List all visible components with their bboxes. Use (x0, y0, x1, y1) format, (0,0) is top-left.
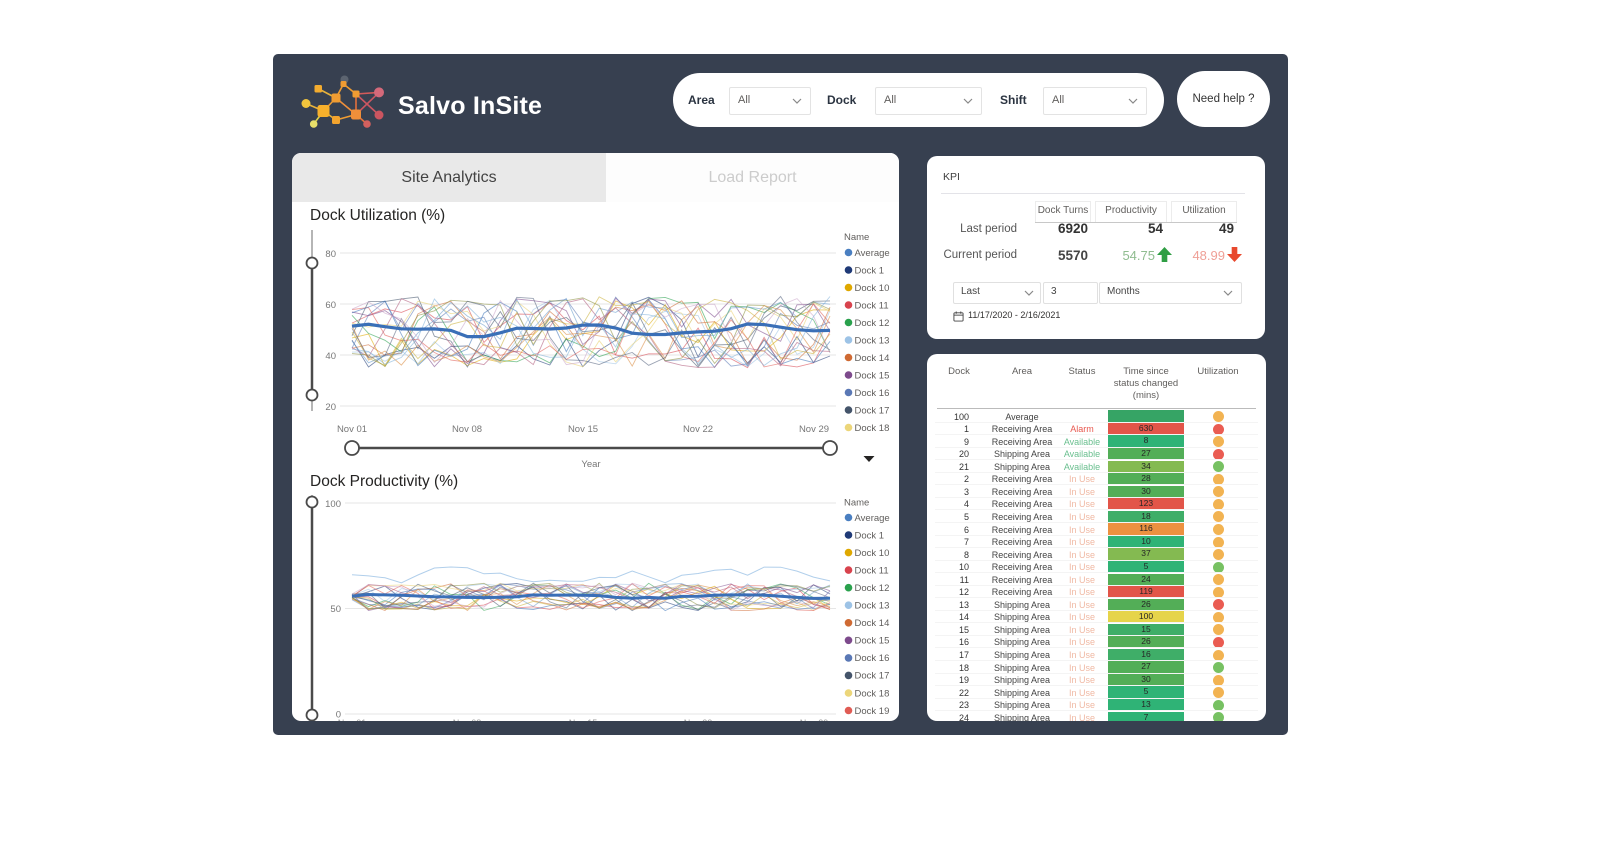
svg-text:Average: Average (855, 513, 890, 524)
svg-text:Nov 01: Nov 01 (337, 424, 367, 435)
svg-text:50: 50 (330, 604, 341, 615)
svg-text:Name: Name (844, 232, 869, 243)
svg-text:Dock 15: Dock 15 (855, 636, 890, 647)
svg-text:Dock 1: Dock 1 (855, 530, 885, 541)
svg-text:Nov 08: Nov 08 (452, 424, 482, 435)
svg-text:Name: Name (844, 498, 869, 509)
svg-text:Dock 12: Dock 12 (855, 318, 890, 329)
svg-text:Dock 18: Dock 18 (855, 688, 890, 699)
svg-text:Dock 18: Dock 18 (855, 423, 890, 434)
svg-text:Dock 17: Dock 17 (855, 671, 890, 682)
svg-text:Dock 1: Dock 1 (855, 265, 885, 276)
svg-text:60: 60 (325, 300, 336, 311)
svg-text:Dock 14: Dock 14 (855, 353, 890, 364)
svg-text:Nov 15: Nov 15 (569, 718, 598, 721)
svg-text:Dock 16: Dock 16 (855, 653, 890, 664)
svg-text:Dock 19: Dock 19 (855, 706, 890, 717)
svg-text:Dock 10: Dock 10 (855, 548, 890, 559)
svg-text:Dock 15: Dock 15 (855, 370, 890, 381)
svg-text:Dock 13: Dock 13 (855, 335, 890, 346)
svg-text:Dock 16: Dock 16 (855, 388, 890, 399)
svg-text:Nov 01: Nov 01 (338, 718, 367, 721)
svg-text:Average: Average (855, 248, 890, 259)
svg-text:Nov 29: Nov 29 (799, 424, 829, 435)
svg-text:Nov 22: Nov 22 (683, 424, 713, 435)
svg-text:40: 40 (325, 351, 336, 362)
svg-text:80: 80 (325, 249, 336, 260)
svg-text:Year: Year (581, 459, 600, 470)
svg-text:Nov 29: Nov 29 (800, 718, 829, 721)
svg-text:0: 0 (336, 710, 341, 721)
svg-text:Dock 14: Dock 14 (855, 618, 890, 629)
svg-text:100: 100 (325, 499, 341, 510)
svg-text:Dock 11: Dock 11 (855, 565, 889, 576)
svg-text:Dock 10: Dock 10 (855, 283, 890, 294)
svg-text:Nov 15: Nov 15 (568, 424, 598, 435)
svg-text:Dock 12: Dock 12 (855, 583, 890, 594)
svg-text:Dock 17: Dock 17 (855, 405, 890, 416)
svg-text:Dock 11: Dock 11 (855, 300, 889, 311)
svg-text:Dock 13: Dock 13 (855, 601, 890, 612)
svg-text:20: 20 (325, 402, 336, 413)
svg-text:Nov 22: Nov 22 (684, 718, 713, 721)
svg-text:Nov 08: Nov 08 (453, 718, 482, 721)
